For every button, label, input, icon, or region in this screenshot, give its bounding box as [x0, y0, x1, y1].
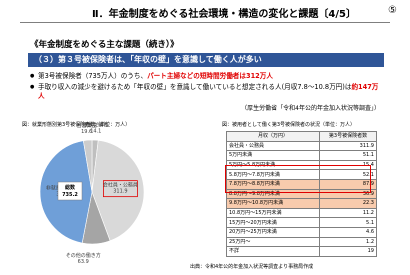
table-cell: 4.6 [319, 226, 377, 238]
table-row: 会社員・公務員 311.9 [226, 140, 377, 152]
table-cell: 1.2 [319, 236, 377, 248]
chart-title: 図：就業形態別第3号被保険者数（単位：万人） [22, 122, 131, 128]
bullet-emphasis: パート主婦などの短時間労働者は312万人 [147, 72, 273, 80]
slice-value: 19.6 [81, 129, 92, 135]
table-cell: 9.8万円～10.8万円未満 [226, 198, 320, 209]
slice-value: 14.1 [90, 129, 101, 135]
table: 月収（万円） 第3号被保険者数 会社員・公務員 311.9 5万円未満 51.1 5万円～5… [226, 131, 377, 257]
table-cell: 10.8万円～15万円未満 [226, 207, 320, 219]
rule [20, 22, 390, 23]
table-cell: 25万円～ [226, 236, 320, 248]
bullet-emphasis: 約147万人 [38, 83, 379, 100]
highlight-box [225, 165, 371, 193]
bullet: 手取り収入の減少を避けるため「年収の壁」を意識して働いていると想定される人(月収… [30, 83, 380, 101]
slice-label: 会社員・公務員 [103, 182, 138, 189]
banner: （３）第３号被保険者は、「年収の壁」を意識して働く人が多い [28, 53, 384, 67]
highlight-box [103, 180, 138, 198]
table-cell: 22.3 [319, 198, 377, 209]
column-header: 月収（万円） [226, 131, 320, 142]
table-cell: 不詳 [226, 246, 320, 257]
table-cell: 19 [319, 246, 377, 257]
slice-label: 自営業主 [77, 122, 97, 129]
title: Ⅱ．年金制度をめぐる社会環境・構造の変化と課題〔4/5〕 [92, 9, 356, 20]
total-label: 総数 [65, 184, 76, 191]
table-cell: 15万円～20万円未満 [226, 217, 320, 228]
table-row: 25万円～ 1.2 [226, 236, 377, 248]
page-number: ⑤ [388, 5, 397, 16]
table-row: 20万円～25万円未満 4.6 [226, 226, 377, 238]
total-value: 735.2 [62, 192, 78, 198]
bullet: 第3号被保険者（735万人）のうち、パート主婦などの短時間労働者は312万人 [30, 72, 380, 81]
table-title: 図：被用者として働く第3号被保険者の状況（単位：万人） [222, 122, 356, 128]
table-row: 15万円～20万円未満 5.1 [226, 217, 377, 228]
table-cell: 51.1 [319, 150, 377, 161]
slice-label: 家族従業者 [83, 122, 108, 129]
footer: 出典：令和4年公的年金加入状況等調査より事務局作成 [190, 264, 314, 270]
table-row: 9.8万円～10.8万円未満 22.3 [226, 198, 377, 209]
column-header: 第3号被保険者数 [319, 131, 377, 142]
table-cell: 311.9 [319, 140, 377, 152]
table-header: 月収（万円） 第3号被保険者数 [226, 131, 377, 142]
pie-slice [82, 139, 93, 193]
table-row: 10.8万円～15万円未満 11.2 [226, 207, 377, 219]
pie-slice [91, 140, 145, 242]
table-cell: 会社員・公務員 [226, 140, 320, 152]
table-cell: 5万円未満 [226, 150, 320, 161]
table-cell: 11.2 [319, 207, 377, 219]
table-cell: 20万円～25万円未満 [226, 226, 320, 238]
heading: 《年金制度をめぐる主な課題（続き）》 [30, 40, 179, 50]
bullet-text: 第3号被保険者（735万人）のうち、 [38, 72, 148, 80]
table-row: 不詳 19 [226, 246, 377, 257]
slice-value: 311.9 [113, 189, 127, 195]
slice-label: その他の働き方 [66, 252, 101, 259]
bullet-text: 手取り収入の減少を避けるため「年収の壁」を意識して働いていると想定される人(月収… [38, 83, 352, 91]
table-cell: 5.1 [319, 217, 377, 228]
total-box [57, 181, 83, 201]
slice-value: 63.9 [78, 259, 89, 265]
source: （厚生労働省「令和4年公的年金加入状況等調査」） [241, 105, 380, 112]
table-row: 5万円未満 51.1 [226, 150, 377, 161]
table-row: 7.8万円～8.8万円未満 87.9 [226, 178, 377, 190]
